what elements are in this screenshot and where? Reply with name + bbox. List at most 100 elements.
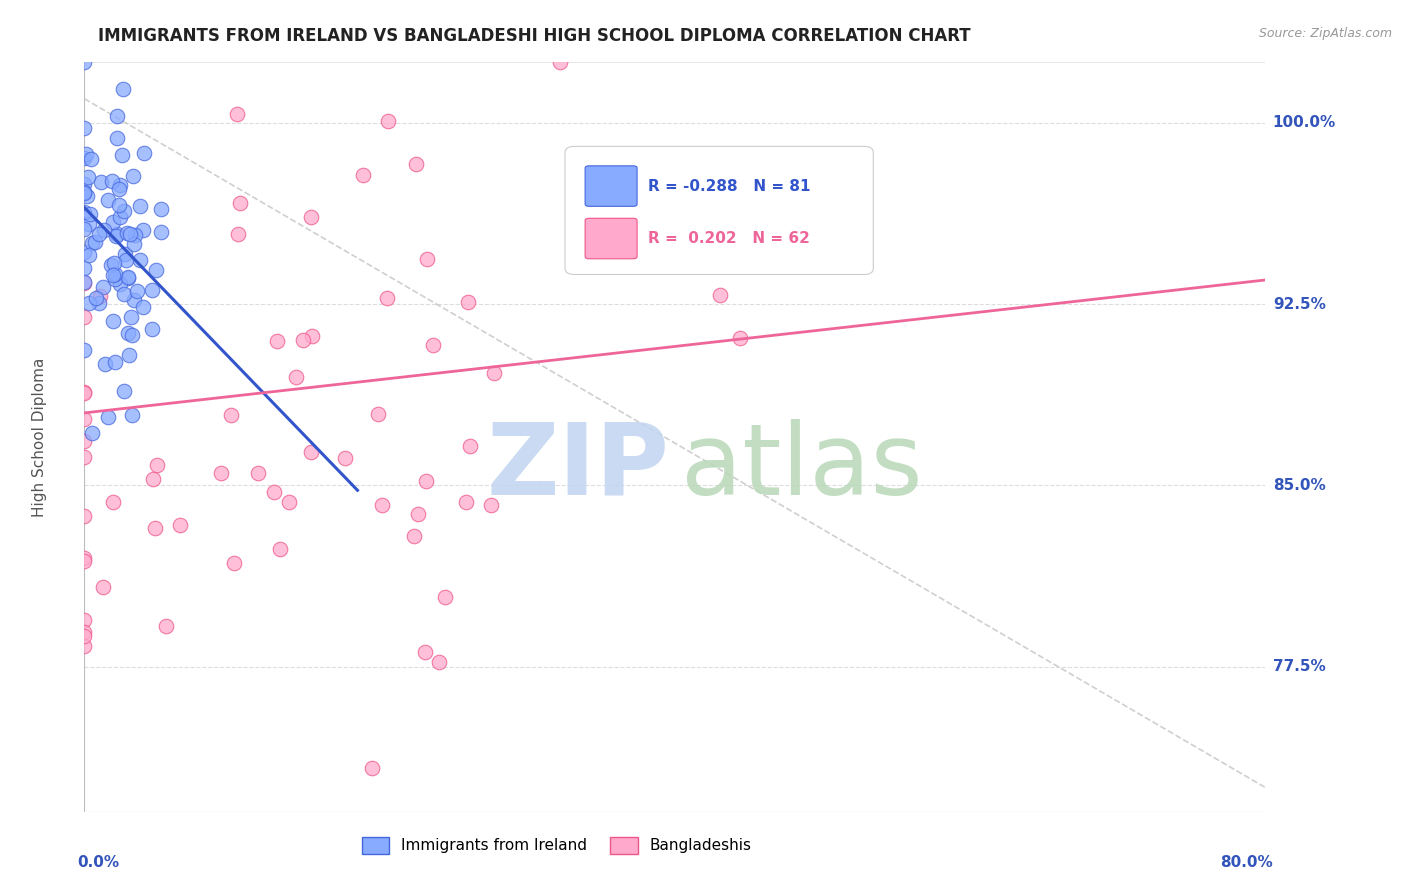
Point xyxy=(87,296,110,310)
Point xyxy=(111,81,134,95)
Point xyxy=(413,645,436,659)
FancyBboxPatch shape xyxy=(585,219,637,259)
Point xyxy=(73,151,96,165)
Point xyxy=(145,263,167,277)
Point xyxy=(80,235,103,250)
Text: Source: ZipAtlas.com: Source: ZipAtlas.com xyxy=(1258,27,1392,40)
Point xyxy=(73,186,96,200)
Point xyxy=(132,223,155,237)
Point xyxy=(146,458,169,472)
Point xyxy=(76,169,98,184)
Point xyxy=(108,198,131,212)
Point xyxy=(73,509,96,524)
Point xyxy=(101,268,124,282)
Text: 0.0%: 0.0% xyxy=(77,855,120,871)
Text: ZIP: ZIP xyxy=(486,418,669,516)
Point xyxy=(408,507,430,521)
Point xyxy=(266,334,288,348)
FancyBboxPatch shape xyxy=(565,146,873,275)
Point xyxy=(73,550,96,565)
Point xyxy=(122,293,145,307)
Point xyxy=(247,467,270,481)
Point xyxy=(121,327,143,342)
Point xyxy=(89,227,111,242)
Point xyxy=(104,355,127,369)
Point xyxy=(224,556,246,570)
Point xyxy=(375,292,398,306)
Point xyxy=(105,130,128,145)
Point xyxy=(209,466,232,480)
Text: R = -0.288   N = 81: R = -0.288 N = 81 xyxy=(648,178,810,194)
Point xyxy=(100,258,122,272)
Point xyxy=(361,761,384,775)
Point xyxy=(169,518,191,533)
Point xyxy=(263,485,285,500)
Point xyxy=(110,210,132,224)
Point xyxy=(269,541,291,556)
Point xyxy=(479,499,502,513)
Point xyxy=(299,210,322,224)
Point xyxy=(73,434,96,448)
Point xyxy=(103,256,125,270)
Point xyxy=(77,248,100,262)
Point xyxy=(76,189,98,203)
Point xyxy=(73,625,96,640)
Point xyxy=(73,205,96,219)
Point xyxy=(105,229,128,244)
Point xyxy=(73,185,96,199)
Point xyxy=(77,217,100,231)
Point xyxy=(454,494,477,508)
Point xyxy=(97,193,120,207)
Point xyxy=(226,107,249,121)
Point xyxy=(93,223,115,237)
Point xyxy=(121,408,143,422)
Point xyxy=(150,202,173,216)
Point xyxy=(124,227,146,242)
Point xyxy=(120,310,142,324)
Point xyxy=(80,152,103,166)
Point xyxy=(377,113,399,128)
Point xyxy=(73,450,96,465)
Point xyxy=(110,277,132,291)
Point xyxy=(73,244,96,259)
Point xyxy=(352,168,374,182)
Point xyxy=(117,270,139,285)
Point xyxy=(73,412,96,426)
Point xyxy=(730,331,752,345)
Point xyxy=(105,110,128,124)
Point xyxy=(112,384,135,399)
Text: 85.0%: 85.0% xyxy=(1272,478,1326,493)
Point xyxy=(226,227,249,242)
Point xyxy=(79,207,101,221)
Point xyxy=(104,271,127,285)
Point xyxy=(128,199,150,213)
Point xyxy=(335,450,357,465)
Point xyxy=(285,370,308,384)
Point xyxy=(277,495,299,509)
Point xyxy=(73,178,96,192)
Point xyxy=(299,445,322,459)
Point xyxy=(73,276,96,290)
Point xyxy=(142,472,165,486)
Point xyxy=(73,639,96,653)
Point xyxy=(73,386,96,401)
Point xyxy=(101,174,124,188)
Point xyxy=(405,156,427,170)
Point xyxy=(73,261,96,276)
Point xyxy=(101,314,124,328)
Point xyxy=(84,291,107,305)
Point xyxy=(367,407,389,421)
Point xyxy=(415,474,437,488)
Point xyxy=(131,300,153,314)
Point xyxy=(125,284,148,298)
Point xyxy=(112,204,135,219)
Point xyxy=(103,215,125,229)
Point xyxy=(73,121,96,136)
Point xyxy=(427,655,450,669)
Point xyxy=(105,227,128,242)
Point xyxy=(73,343,96,357)
Point xyxy=(107,181,129,195)
Point xyxy=(292,333,315,347)
Point xyxy=(91,580,114,594)
Point xyxy=(229,195,252,210)
